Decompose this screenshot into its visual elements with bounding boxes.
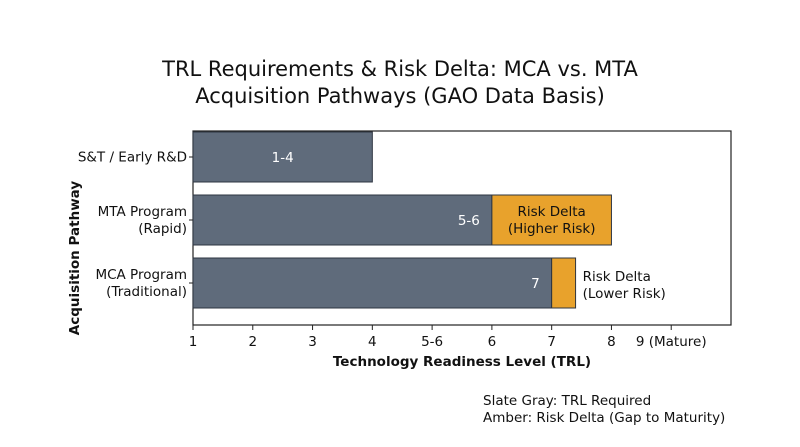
x-tick-label-7: 8: [607, 334, 616, 350]
risk-label-1: Risk Delta (Higher Risk): [508, 204, 596, 237]
trl-bar-0: [192, 131, 373, 183]
trl-label-0: 1-4: [272, 150, 294, 166]
x-tick-label-5: 6: [488, 334, 497, 350]
trl-label-1: 5-6: [458, 213, 480, 229]
category-label-2: MCA Program (Traditional): [95, 267, 187, 300]
x-tick-label-3: 4: [368, 334, 377, 350]
risk-label-2: Risk Delta (Lower Risk): [583, 269, 666, 302]
x-tick-label-4: 5-6: [421, 334, 443, 350]
legend-notes: Slate Gray: TRL Required Amber: Risk Del…: [483, 393, 725, 427]
risk-bar-2: [551, 257, 577, 309]
legend-note-risk: Amber: Risk Delta (Gap to Maturity): [483, 410, 726, 426]
x-tick-label-0: 1: [189, 334, 198, 350]
trl-bar-2: [192, 257, 553, 309]
trl-label-2: 7: [531, 276, 540, 292]
x-tick-label-6: 7: [547, 334, 556, 350]
category-label-0: S&T / Early R&D: [78, 150, 187, 166]
x-tick-label-1: 2: [248, 334, 257, 350]
x-axis-title: Technology Readiness Level (TRL): [333, 354, 591, 370]
x-tick-label-2: 3: [308, 334, 317, 350]
chart-title-line-1: TRL Requirements & Risk Delta: MCA vs. M…: [162, 57, 638, 81]
x-tick-label-8: 9 (Mature): [636, 334, 707, 350]
risk-bar-1: [491, 194, 612, 246]
chart-title: TRL Requirements & Risk Delta: MCA vs. M…: [0, 56, 800, 110]
legend-note-trl: Slate Gray: TRL Required: [483, 393, 652, 409]
category-label-1: MTA Program (Rapid): [98, 204, 187, 237]
chart-title-line-2: Acquisition Pathways (GAO Data Basis): [195, 84, 605, 108]
y-axis-title: Acquisition Pathway: [67, 181, 83, 336]
trl-bar-1: [192, 194, 493, 246]
